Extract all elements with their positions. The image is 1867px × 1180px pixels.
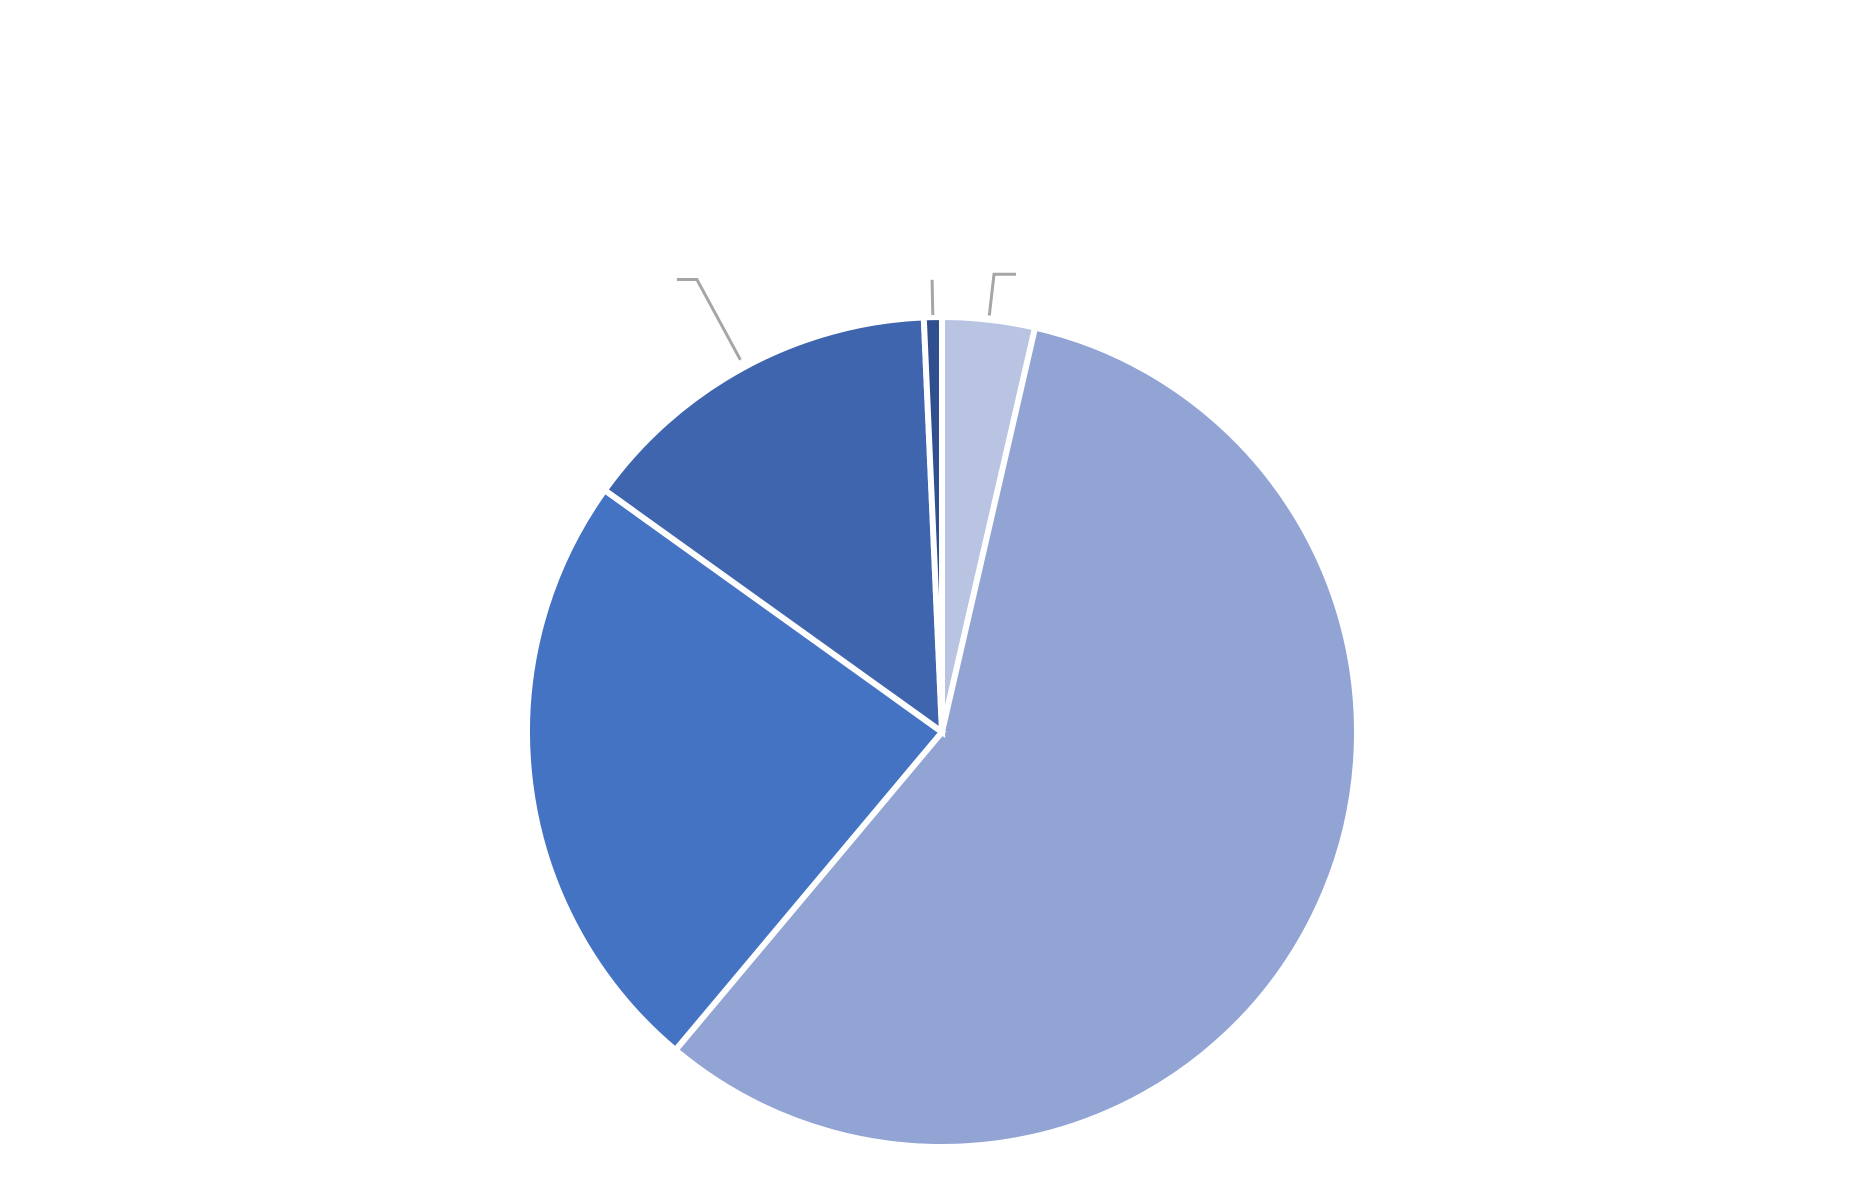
- pie-slice-2: [671, 323, 1361, 1150]
- pie-slices: [524, 313, 1361, 1150]
- pie-slice-3: [524, 485, 947, 1055]
- pie-slice-5: [920, 313, 945, 733]
- leader-line-slice-5: [930, 279, 935, 316]
- pie-slice-4: [600, 314, 946, 739]
- label-leader-lines: [676, 272, 1016, 361]
- leader-line-slice-1: [987, 272, 1016, 316]
- leader-line-slice-4: [676, 278, 742, 361]
